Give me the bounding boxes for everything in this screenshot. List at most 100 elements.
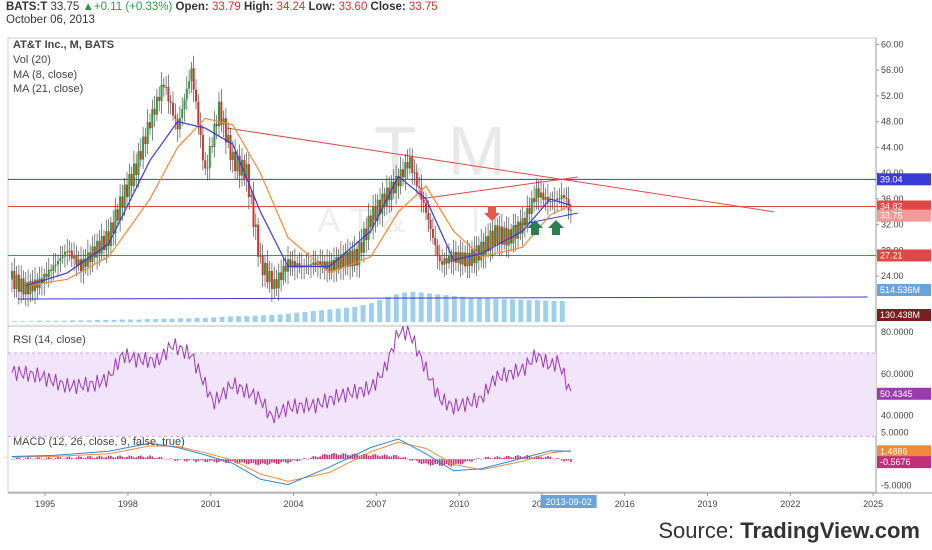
candle-body [480,241,483,261]
macd-histogram-bar [266,459,269,465]
macd-histogram-bar [236,459,239,464]
macd-histogram-bar [344,453,347,460]
macd-histogram-bar [565,459,568,461]
macd-histogram-bar [312,456,315,460]
macd-histogram-bar [149,455,151,460]
macd-histogram-bar [268,459,271,465]
macd-histogram-bar [347,454,349,460]
macd-histogram-bar [112,457,114,460]
macd-histogram-bar [485,457,487,460]
candle-body [535,188,538,203]
candle-body [13,270,16,290]
ma8-line [25,121,572,287]
candle-body [158,96,161,102]
macd-histogram-bar [301,458,303,460]
macd-histogram-bar [422,459,425,464]
high-value: 34.24 [276,1,306,13]
volume-bar [352,306,358,322]
macd-histogram-bar [425,459,427,464]
macd-histogram-bar [18,457,20,460]
candle-body [93,246,96,258]
macd-histogram-bar [282,459,285,462]
candle-body [307,264,310,266]
candle-body [471,249,473,266]
macd-histogram-bar [406,458,409,460]
candle-body [289,259,292,268]
candle-body [484,236,487,257]
candle-body [466,252,469,267]
candle-body [558,198,561,200]
candle-body [560,195,563,199]
volume-bar [36,320,42,322]
price-tag-last-box [877,209,931,222]
candle-body [500,226,503,245]
x-tick-label: 2001 [201,499,221,509]
candle-body [546,196,549,203]
macd-histogram-bar [319,456,321,460]
candle-body [178,117,181,130]
macd-histogram-bar [404,457,407,460]
macd-histogram-bar [213,459,216,462]
macd-histogram-bar [126,456,128,460]
macd-histogram-bar [117,456,119,460]
price-tag-34: 34.82 [880,201,903,211]
candle-body [61,256,64,259]
volume-bar [510,299,515,322]
macd-histogram-bar [307,459,310,460]
macd-histogram-bar [567,459,570,461]
macd-histogram-bar [402,457,404,460]
macd-hist-tag: -0.5676 [880,457,911,467]
candle-body [29,280,32,295]
candle-body [360,241,363,253]
candle-body [190,68,193,82]
candle-body [234,151,237,172]
candle-body [229,134,232,161]
volume-bar [427,293,432,322]
candle-body [268,270,271,283]
macd-histogram-bar [250,459,252,463]
macd-histogram-bar [549,456,551,460]
candle-body [80,259,82,272]
macd-histogram-bar [181,459,183,460]
macd-histogram-bar [383,454,386,460]
candle-body [464,252,467,267]
volume-tag-box [877,284,931,296]
macd-histogram-bar [248,459,250,465]
macd-histogram-bar [163,458,165,460]
macd-histogram-bar [183,459,186,462]
macd-tick-label: 5.0000 [881,428,909,438]
candle-body [270,270,273,290]
macd-histogram-bar [105,457,108,460]
candle-body [137,151,140,176]
candle-body [549,201,552,203]
macd-histogram-bar [459,459,462,465]
candle-body [185,88,188,100]
candle-body [135,163,138,176]
candle-body [498,226,501,244]
candle-body [284,265,287,272]
macd-histogram-bar [287,459,289,464]
candle-body [245,164,248,181]
descending-trendline [227,127,774,213]
source-brand: TradingView.com [740,518,920,543]
macd-histogram-bar [241,459,243,462]
macd-histogram-bar [475,458,478,460]
candle-body [188,81,191,89]
candle-body [123,184,126,208]
volume-bar [385,296,391,322]
macd-histogram-bar [204,459,206,462]
candle-body [385,187,388,208]
volume-bar [485,298,491,322]
candle-body [563,195,565,198]
macd-histogram-bar [326,454,328,460]
candle-body [374,206,377,221]
low-value: 33.60 [338,1,368,13]
volume-bar [95,319,100,322]
candle-body [259,254,262,257]
macd-histogram-bar [330,453,333,460]
macd-histogram-bar [429,459,432,466]
macd-histogram-bar [386,455,388,460]
candle-body [489,230,492,252]
candle-body [254,224,257,227]
